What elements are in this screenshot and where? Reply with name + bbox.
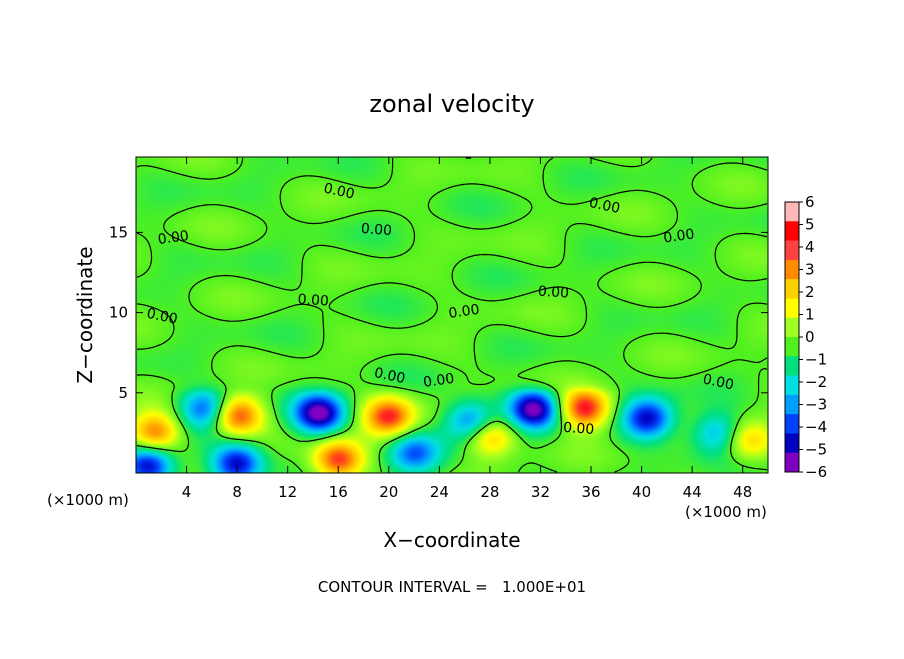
y-axis: 5 10 15 xyxy=(109,223,768,402)
x-axis-title: X−coordinate xyxy=(383,528,520,552)
x-unit-left: (×1000 m) xyxy=(47,491,129,509)
colorbar-swatch xyxy=(785,375,799,396)
colorbar-tick-label: 0 xyxy=(805,328,815,346)
contour-label: 0.00 xyxy=(448,302,481,322)
plot-frame xyxy=(135,156,769,474)
colorbar-swatch xyxy=(785,433,799,454)
colorbar-swatch xyxy=(785,298,799,319)
colorbar-tick-label: 4 xyxy=(805,238,815,256)
colorbar-tick-label: −5 xyxy=(805,441,827,459)
colorbar-swatch xyxy=(785,279,799,299)
colorbar-swatch xyxy=(785,240,799,261)
x-tick-label: 12 xyxy=(278,483,297,501)
colorbar-swatch xyxy=(785,337,799,357)
contour-lines xyxy=(136,157,768,473)
x-tick-label: 44 xyxy=(683,483,702,501)
contour-label: 0.00 xyxy=(588,195,622,217)
colorbar-tick-label: −4 xyxy=(805,418,827,436)
x-tick-label: 36 xyxy=(581,483,600,501)
contour-label: 0.00 xyxy=(373,365,407,387)
contour-interval: CONTOUR INTERVAL = 1.000E+01 xyxy=(318,578,586,596)
x-tick-label: 4 xyxy=(182,483,192,501)
x-tick-label: 28 xyxy=(480,483,499,501)
colorbar-tick-label: −6 xyxy=(805,463,827,481)
contour-labels: 0.000.00 0.000.000.000.000.00 0.000.000.00… xyxy=(145,181,735,438)
x-tick-label: 20 xyxy=(379,483,398,501)
y-tick-label: 10 xyxy=(109,304,128,322)
x-tick-label: 16 xyxy=(329,483,348,501)
x-tick-label: 8 xyxy=(232,483,242,501)
x-unit-right: (×1000 m) xyxy=(685,503,767,521)
colorbar-tick-label: 5 xyxy=(805,216,815,234)
contour-label: 0.00 xyxy=(537,283,569,301)
contour-label: 0.00 xyxy=(563,420,595,438)
x-axis: 4 8 12 16 20 24 28 32 36 40 44 48 xyxy=(182,157,752,501)
colorbar-swatch xyxy=(785,394,799,415)
colorbar-tick-label: −2 xyxy=(805,373,827,391)
colorbar-tick-label: −1 xyxy=(805,351,827,369)
colorbar-swatch xyxy=(785,259,799,280)
contour-label: 0.00 xyxy=(322,181,356,203)
x-tick-label: 48 xyxy=(733,483,752,501)
colorbar-swatch xyxy=(785,356,799,376)
colorbar-tick-label: 2 xyxy=(805,283,815,301)
colorbar-swatch xyxy=(785,221,799,241)
colorbar-swatch xyxy=(785,414,799,434)
y-axis-title: Z−coordinate xyxy=(73,246,97,383)
chart-title: zonal velocity xyxy=(369,90,534,118)
y-tick-label: 5 xyxy=(118,384,128,402)
colorbar-swatch xyxy=(785,202,799,222)
x-tick-label: 32 xyxy=(531,483,550,501)
colorbar: 6 5 4 3 2 1 0 −1 −2 −3 −4 −5 −6 xyxy=(784,193,827,481)
contour-label: 0.00 xyxy=(701,371,735,393)
colorbar-tick-label: 1 xyxy=(805,306,815,324)
x-tick-label: 24 xyxy=(430,483,449,501)
y-tick-label: 15 xyxy=(109,223,128,241)
colorbar-swatch xyxy=(785,452,799,473)
x-tick-label: 40 xyxy=(632,483,651,501)
contour-label: 0.00 xyxy=(157,228,190,248)
colorbar-tick-label: 3 xyxy=(805,261,815,279)
zero-contour xyxy=(136,157,768,473)
contour-label: 0.00 xyxy=(297,292,329,310)
colorbar-swatch xyxy=(785,317,799,338)
contour-label: 0.00 xyxy=(360,221,392,239)
contour-label: 0.00 xyxy=(662,226,695,246)
contour-label: 0.00 xyxy=(422,371,455,391)
plot-area xyxy=(136,157,768,473)
colorbar-tick-label: −3 xyxy=(805,396,827,414)
contour-label: 0.00 xyxy=(145,306,179,328)
colorbar-tick-label: 6 xyxy=(805,193,815,211)
